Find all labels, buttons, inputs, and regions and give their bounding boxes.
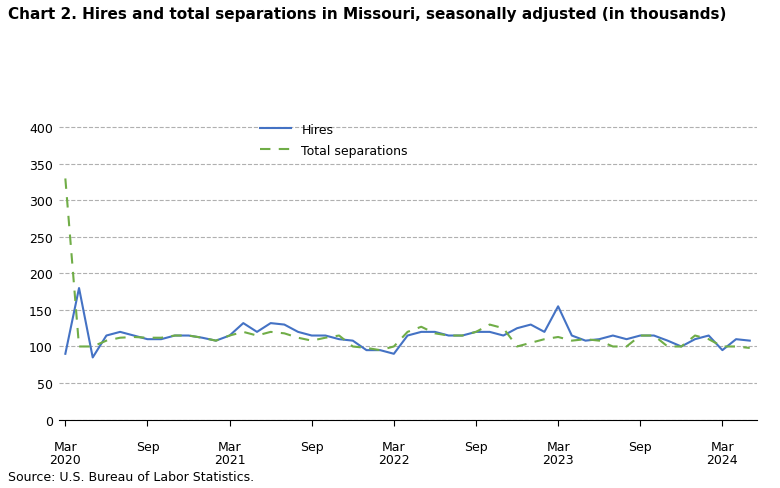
Text: Mar: Mar	[546, 440, 570, 453]
Text: 2024: 2024	[707, 453, 738, 466]
Total separations	[375, 347, 385, 353]
Text: 2020: 2020	[49, 453, 81, 466]
Text: Mar: Mar	[711, 440, 734, 453]
Text: Sep: Sep	[464, 440, 488, 453]
Total separations	[732, 344, 741, 350]
Text: Sep: Sep	[629, 440, 652, 453]
Hires	[61, 351, 70, 357]
Hires	[293, 329, 303, 335]
Total separations	[61, 176, 70, 182]
Total separations	[280, 331, 289, 337]
Text: Chart 2. Hires and total separations in Missouri, seasonally adjusted (in thousa: Chart 2. Hires and total separations in …	[8, 7, 726, 22]
Hires	[307, 333, 317, 339]
Text: 2021: 2021	[214, 453, 246, 466]
Hires	[732, 337, 741, 343]
Text: Mar: Mar	[382, 440, 406, 453]
Hires	[745, 338, 754, 344]
Total separations	[211, 338, 221, 344]
Hires	[74, 285, 83, 291]
Total separations	[745, 346, 754, 351]
Text: Source: U.S. Bureau of Labor Statistics.: Source: U.S. Bureau of Labor Statistics.	[8, 470, 254, 483]
Hires	[540, 329, 549, 335]
Text: Mar: Mar	[218, 440, 242, 453]
Text: 2023: 2023	[542, 453, 574, 466]
Hires	[581, 338, 590, 344]
Hires	[239, 321, 248, 326]
Total separations	[266, 329, 275, 335]
Text: Sep: Sep	[300, 440, 324, 453]
Total separations	[567, 338, 576, 344]
Hires	[88, 355, 98, 361]
Line: Hires: Hires	[66, 288, 750, 358]
Line: Total separations: Total separations	[66, 179, 750, 350]
Text: 2022: 2022	[378, 453, 410, 466]
Text: Mar: Mar	[54, 440, 77, 453]
Total separations	[526, 340, 535, 346]
Text: Sep: Sep	[136, 440, 159, 453]
Legend: Hires, Total separations: Hires, Total separations	[261, 123, 408, 158]
